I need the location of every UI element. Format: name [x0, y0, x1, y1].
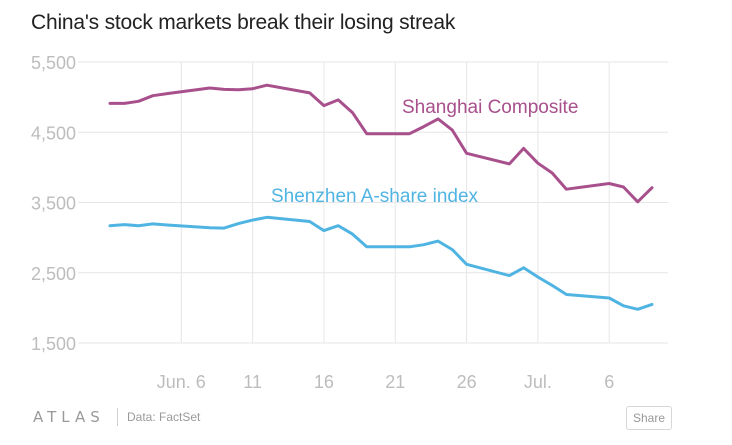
- y-tick-label: 3,500: [31, 194, 76, 214]
- x-tick-label: 21: [385, 372, 405, 392]
- shanghai-composite-line: [108, 83, 654, 204]
- series-lines: [108, 83, 654, 311]
- series-annotation: Shenzhen A-share index: [271, 186, 479, 207]
- series-annotation: Shanghai Composite: [402, 97, 578, 118]
- y-tick-label: 5,500: [31, 53, 76, 73]
- y-tick-label: 1,500: [31, 334, 76, 354]
- share-button[interactable]: Share: [626, 406, 672, 430]
- shenzhen-a-share-index-line: [108, 215, 654, 311]
- axis-labels: 1,500 2,500 3,500 4,500 5,500 Jun. 6 11 16 21 26 J…: [31, 53, 614, 392]
- y-tick-label: 4,500: [31, 123, 76, 143]
- x-tick-label: 6: [604, 372, 614, 392]
- series-annotations: Shanghai Composite Shenzhen A-share index: [271, 97, 578, 207]
- x-tick-label: 26: [457, 372, 477, 392]
- y-tick-label: 2,500: [31, 264, 76, 284]
- x-tick-label: Jul.: [524, 372, 552, 392]
- x-tick-label: 11: [243, 372, 262, 392]
- chart-title: China's stock markets break their losing…: [31, 11, 456, 34]
- x-tick-label: Jun. 6: [157, 372, 206, 392]
- x-tick-label: 16: [314, 372, 334, 392]
